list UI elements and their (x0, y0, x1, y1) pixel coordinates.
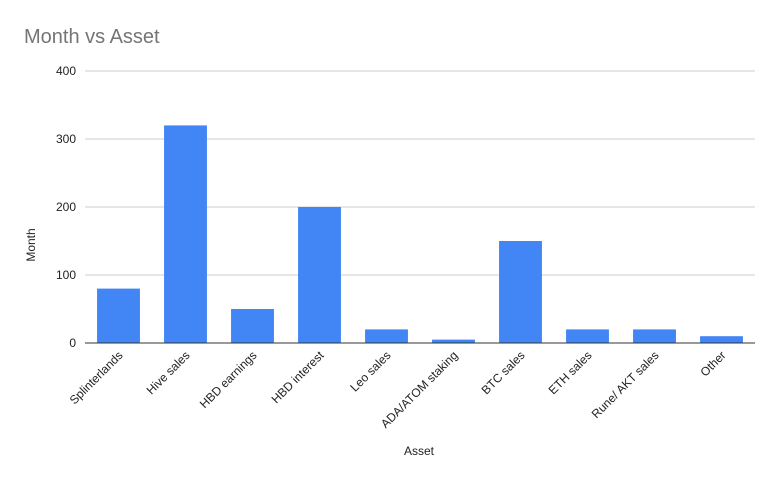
x-tick-label: Leo sales (347, 348, 393, 394)
x-axis-ticks: Splinterlands Hive sales HBD earnings HBD i… (67, 348, 729, 431)
y-axis-title: Month (24, 228, 38, 261)
bar (633, 329, 676, 343)
x-tick-label: Other (697, 348, 728, 379)
y-tick-label: 400 (56, 64, 76, 78)
bar (700, 336, 743, 343)
y-tick-label: 0 (69, 336, 76, 350)
y-axis-ticks: 0 100 200 300 400 (56, 64, 76, 350)
bar (566, 329, 609, 343)
x-tick-label: HBD earnings (197, 348, 260, 411)
bar (231, 309, 274, 343)
x-tick-label: ETH sales (546, 348, 595, 397)
chart-title: Month vs Asset (24, 26, 160, 48)
bar (164, 125, 207, 344)
x-tick-label: Rune/ AKT sales (589, 348, 662, 421)
x-tick-label: HBD interest (269, 348, 327, 406)
bar (298, 207, 341, 343)
bar (97, 288, 140, 343)
x-tick-label: BTC sales (479, 348, 528, 397)
bars (97, 125, 743, 344)
y-tick-label: 300 (56, 132, 76, 146)
x-tick-label: Hive sales (144, 348, 193, 397)
y-tick-label: 200 (56, 200, 76, 214)
y-tick-label: 100 (56, 268, 76, 282)
x-tick-label: Splinterlands (67, 348, 126, 407)
x-axis-title: Asset (404, 444, 435, 458)
bar (365, 329, 408, 343)
bar (499, 241, 542, 343)
bar (432, 339, 475, 343)
